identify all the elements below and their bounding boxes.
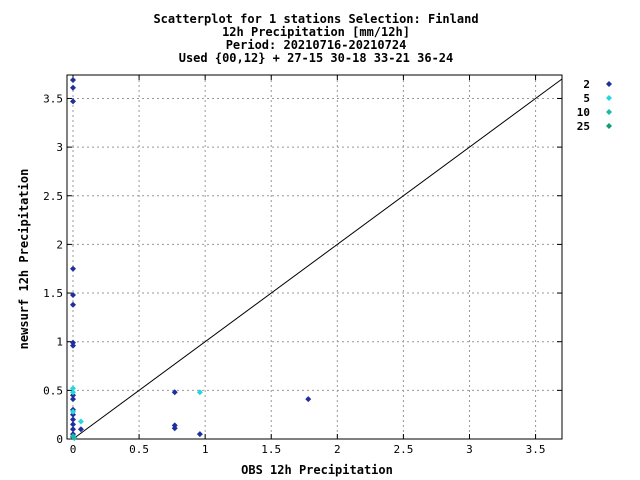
legend-marker-25 (606, 123, 612, 129)
data-point-series-2 (70, 396, 76, 403)
chart-title: Scatterplot for 1 stations Selection: Fi… (153, 12, 478, 65)
x-tick-label: 3 (466, 443, 473, 456)
data-point-series-2 (70, 421, 76, 428)
data-point-series-2 (70, 292, 76, 298)
data-point-series-10 (71, 435, 78, 442)
legend-marker-5 (606, 95, 612, 101)
data-point-series-2 (196, 431, 203, 438)
y-tick-label: 3 (56, 141, 63, 154)
data-point-series-5 (70, 385, 76, 392)
data-point-series-2 (70, 76, 76, 83)
x-tick-label: 1 (202, 443, 209, 456)
data-point-series-5 (196, 389, 203, 396)
data-point-series-2 (171, 389, 178, 396)
data-points (70, 76, 312, 442)
title-line-1: Scatterplot for 1 stations Selection: Fi… (153, 12, 478, 26)
x-axis-ticks: 0 0.5 1 1.5 2 2.5 3 3.5 (70, 75, 546, 456)
x-tick-label: 3.5 (526, 443, 546, 456)
data-point-series-2 (70, 301, 76, 308)
x-tick-label: 2 (334, 443, 341, 456)
data-point-series-2 (70, 98, 76, 105)
legend-label-25: 25 (577, 120, 590, 133)
y-tick-label: 2.5 (43, 190, 63, 203)
title-line-3: Period: 20210716-20210724 (226, 38, 407, 52)
data-point-series-2 (70, 265, 76, 272)
legend-marker-10 (606, 109, 612, 115)
identity-line (72, 78, 563, 440)
grid (67, 75, 562, 440)
data-point-series-2 (305, 396, 312, 403)
identity-line-layer (72, 78, 563, 440)
legend-marker-2 (606, 81, 612, 87)
title-line-2: 12h Precipitation [mm/12h] (222, 25, 410, 39)
data-point-series-2 (70, 84, 76, 91)
legend-label-2: 2 (583, 78, 590, 91)
data-point-series-5 (70, 408, 76, 415)
data-point-series-5 (70, 389, 76, 396)
y-axis-ticks: 0 0.5 1 1.5 2 2.5 3 3.5 (43, 92, 562, 446)
data-point-series-2 (70, 342, 76, 349)
x-tick-label: 0 (70, 443, 77, 456)
data-point-series-2 (70, 416, 76, 423)
data-point-series-5 (77, 418, 84, 425)
x-tick-label: 0.5 (129, 443, 149, 456)
data-point-series-2 (77, 426, 84, 433)
plot-frame (66, 74, 563, 440)
legend-label-5: 5 (583, 92, 590, 105)
y-tick-label: 1.5 (43, 287, 63, 300)
y-tick-label: 1 (56, 336, 63, 349)
x-tick-label: 1.5 (261, 443, 281, 456)
y-tick-label: 0.5 (43, 384, 63, 397)
x-axis-label: OBS 12h Precipitation (241, 463, 393, 477)
y-tick-label: 2 (56, 238, 63, 251)
data-point-series-2 (70, 426, 76, 433)
y-tick-label: 0 (56, 433, 63, 446)
x-tick-label: 2.5 (393, 443, 413, 456)
data-point-series-2 (171, 425, 178, 432)
y-tick-label: 3.5 (43, 92, 63, 105)
title-line-4: Used {00,12} + 27-15 30-18 33-21 36-24 (179, 51, 454, 65)
legend-label-10: 10 (577, 106, 590, 119)
y-axis-label: newsurf 12h Precipitation (17, 169, 31, 350)
